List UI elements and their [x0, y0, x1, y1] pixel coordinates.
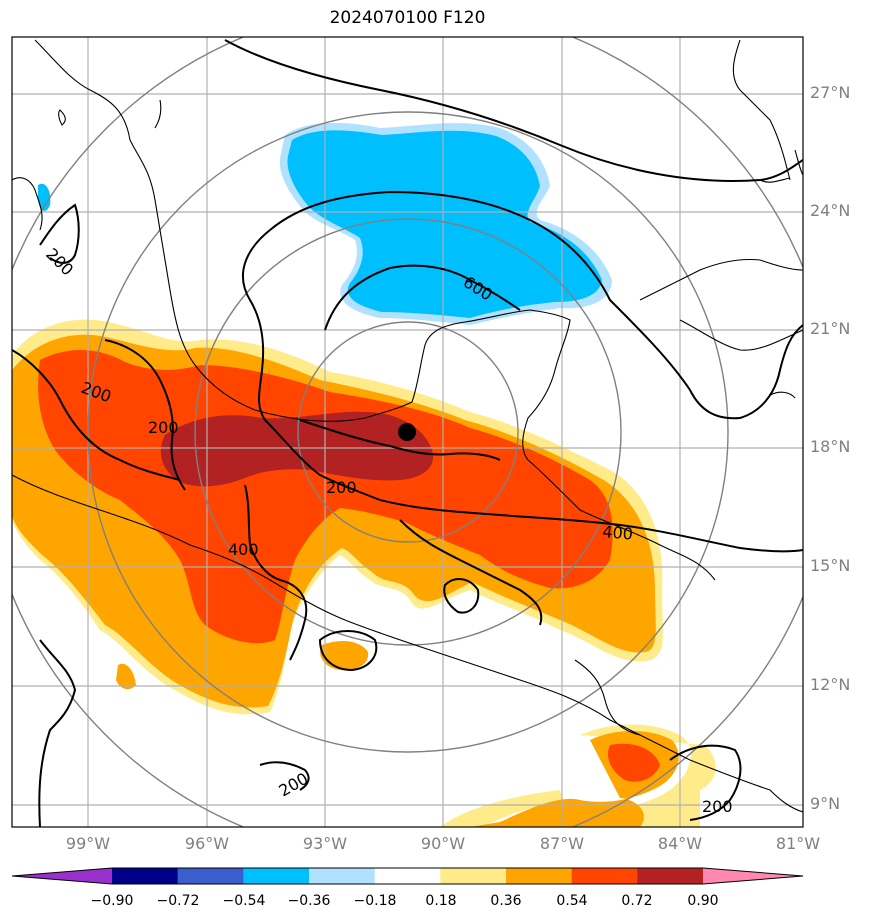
contour-label: 400: [228, 540, 259, 559]
anomaly-fill-blue-small: [38, 183, 51, 212]
colorbar-tick-label: 0.18: [425, 893, 457, 909]
contour-label: 400: [602, 522, 634, 544]
contour-small-loop: [443, 578, 480, 614]
contour-200-mid: [299, 419, 501, 461]
contour-label: 200: [326, 478, 357, 497]
anomaly-fill-central-america-yellow: [440, 724, 716, 827]
lat-label: 12°N: [810, 675, 851, 694]
colorbar-extend-right: [703, 868, 803, 884]
contour-label: 200: [148, 418, 179, 437]
colorbar-cell: [637, 868, 704, 884]
contour-label: 200: [42, 244, 77, 279]
lat-label: 27°N: [810, 83, 851, 102]
contour-sw-loop: [318, 630, 378, 672]
lat-label: 21°N: [810, 319, 851, 338]
map-frame: [11, 36, 804, 828]
contour-west-200b: [104, 339, 186, 491]
contour-400-east: [379, 499, 803, 553]
anomaly-fill-dark-red: [160, 411, 434, 487]
colorbar-tick-label: 0.36: [490, 893, 522, 909]
colorbar-tick-label: 0.90: [687, 893, 719, 909]
lon-label: 93°W: [302, 834, 348, 853]
contour-label: 200: [702, 797, 733, 816]
colorbar-cell: [112, 868, 179, 884]
lat-label: 18°N: [810, 437, 851, 456]
storm-center-dot: [398, 423, 416, 441]
contour-inner-west: [241, 229, 381, 501]
lon-label: 81°W: [775, 834, 821, 853]
contour-central-am: [399, 519, 543, 626]
lon-label: 90°W: [420, 834, 466, 853]
colorbar-tick-label: −0.36: [287, 893, 331, 909]
contour-outer-loop: [224, 39, 803, 182]
lon-label: 99°W: [65, 834, 111, 853]
colorbar-tick-label: −0.72: [156, 893, 200, 909]
anomaly-fill-blue: [287, 130, 602, 318]
contour-200-se: [669, 744, 742, 821]
contour-200-sw: [259, 761, 310, 791]
contour-400-loop: [269, 190, 803, 420]
lon-label: 84°W: [657, 834, 703, 853]
colorbar-tick-label: −0.18: [353, 893, 397, 909]
colorbar-cell: [309, 868, 376, 884]
colorbar-outline: [11, 867, 804, 885]
contour-lines: [12, 39, 803, 827]
colorbar-tick-label: −0.90: [90, 893, 134, 909]
colorbar-cell: [374, 868, 441, 884]
lat-label: 15°N: [810, 556, 851, 575]
colorbar-cell: [177, 868, 244, 884]
contour-600: [324, 264, 521, 331]
positive-anomaly-fill: [12, 319, 716, 827]
colorbar-tick-label: 0.54: [556, 893, 588, 909]
map-title: 2024070100 F120: [329, 8, 486, 28]
colorbar-tick-label: −0.54: [222, 893, 266, 909]
colorbar-cell: [243, 868, 310, 884]
colorbar-cell: [571, 868, 638, 884]
colorbar: [11, 867, 804, 885]
anomaly-fill-small-islands: [116, 640, 369, 690]
coastlines: [12, 39, 803, 813]
anomaly-fill-central-america-red: [607, 743, 660, 782]
contour-west-hook: [38, 639, 77, 827]
contour-400-sw: [244, 484, 308, 661]
colorbar-cell: [440, 868, 507, 884]
range-rings: [12, 37, 803, 827]
colorbar-extend-left: [12, 868, 112, 884]
lon-label: 87°W: [539, 834, 585, 853]
anomaly-fill-red-orange-east: [492, 518, 584, 581]
lat-label: 9°N: [810, 794, 841, 813]
lon-label: 96°W: [184, 834, 230, 853]
contour-200-nw: [39, 203, 80, 264]
negative-anomaly-fill: [38, 122, 612, 325]
colorbar-tick-label: 0.72: [621, 893, 653, 909]
lat-label: 24°N: [810, 201, 851, 220]
contour-label: 200: [276, 769, 312, 801]
contour-west-200: [12, 349, 181, 481]
colorbar-cell: [506, 868, 573, 884]
